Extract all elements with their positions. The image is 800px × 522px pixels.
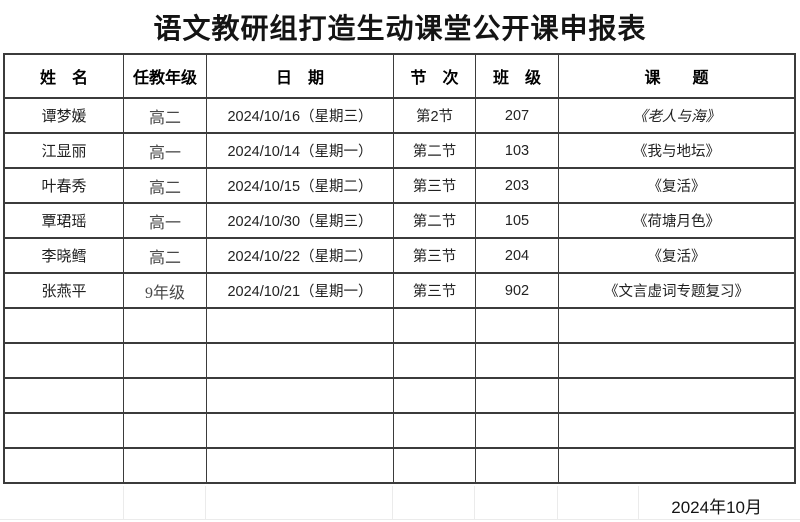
- empty-row: [5, 344, 794, 379]
- faint-gridline: [0, 519, 800, 520]
- cell-date: 2024/10/16（星期三）: [207, 99, 394, 132]
- cell-date: 2024/10/21（星期一）: [207, 274, 394, 307]
- table-row: 覃珺瑶 高一 2024/10/30（星期三） 第二节 105 《荷塘月色》: [5, 204, 794, 239]
- cell-class: 204: [476, 239, 559, 272]
- cell-name: 张燕平: [5, 274, 124, 307]
- table-row: 谭梦媛 高二 2024/10/16（星期三） 第2节 207 《老人与海》: [5, 99, 794, 134]
- table-row: 叶春秀 高二 2024/10/15（星期二） 第三节 203 《复活》: [5, 169, 794, 204]
- empty-cell: [5, 379, 124, 412]
- empty-cell: [559, 414, 794, 447]
- empty-cell: [394, 309, 476, 342]
- empty-cell: [124, 414, 207, 447]
- header-grade: 任教年级: [124, 55, 207, 97]
- header-date: 日 期: [207, 55, 394, 97]
- cell-period: 第三节: [394, 169, 476, 202]
- empty-cell: [124, 379, 207, 412]
- cell-period: 第二节: [394, 134, 476, 167]
- empty-cell: [5, 344, 124, 377]
- header-class: 班 级: [476, 55, 559, 97]
- cell-name: 李晓鳕: [5, 239, 124, 272]
- header-row: 姓 名 任教年级 日 期 节 次 班 级 课 题: [5, 55, 794, 99]
- empty-cell: [207, 344, 394, 377]
- faint-gridline: [392, 486, 393, 519]
- cell-class: 105: [476, 204, 559, 237]
- empty-cell: [124, 344, 207, 377]
- faint-gridline: [474, 486, 475, 519]
- cell-grade: 高二: [124, 239, 207, 272]
- cell-name: 叶春秀: [5, 169, 124, 202]
- header-name: 姓 名: [5, 55, 124, 97]
- cell-date: 2024/10/22（星期二）: [207, 239, 394, 272]
- cell-period: 第三节: [394, 239, 476, 272]
- empty-cell: [207, 449, 394, 482]
- cell-class: 203: [476, 169, 559, 202]
- cell-topic: 《复活》: [647, 249, 706, 265]
- faint-gridline: [557, 486, 558, 519]
- cell-topic: 《复活》: [647, 179, 706, 195]
- header-topic: 课 题: [644, 70, 709, 87]
- cell-date: 2024/10/14（星期一）: [207, 134, 394, 167]
- empty-cell: [5, 309, 124, 342]
- cell-period: 第三节: [394, 274, 476, 307]
- application-table: 姓 名 任教年级 日 期 节 次 班 级 课 题 谭梦媛 高二 2024/10/…: [3, 53, 796, 484]
- cell-date: 2024/10/30（星期三）: [207, 204, 394, 237]
- empty-cell: [124, 449, 207, 482]
- cell-topic: 《荷塘月色》: [633, 214, 720, 230]
- cell-topic: 《文言虚词专题复习》: [604, 284, 749, 300]
- empty-cell: [559, 344, 794, 377]
- faint-gridline: [205, 486, 206, 519]
- empty-row: [5, 414, 794, 449]
- cell-date: 2024/10/15（星期二）: [207, 169, 394, 202]
- empty-cell: [5, 414, 124, 447]
- empty-cell: [559, 379, 794, 412]
- empty-cell: [5, 449, 124, 482]
- empty-cell: [394, 414, 476, 447]
- empty-cell: [476, 309, 559, 342]
- empty-cell: [476, 449, 559, 482]
- table-row: 江显丽 高一 2024/10/14（星期一） 第二节 103 《我与地坛》: [5, 134, 794, 169]
- empty-cell: [394, 449, 476, 482]
- cell-name: 覃珺瑶: [5, 204, 124, 237]
- cell-name: 江显丽: [5, 134, 124, 167]
- empty-cell: [207, 379, 394, 412]
- cell-grade: 高一: [124, 134, 207, 167]
- cell-grade: 高二: [124, 169, 207, 202]
- empty-cell: [207, 414, 394, 447]
- cell-period: 第2节: [394, 99, 476, 132]
- empty-cell: [207, 309, 394, 342]
- cell-topic: 《我与地坛》: [633, 144, 720, 160]
- cell-period: 第二节: [394, 204, 476, 237]
- cell-topic: 《老人与海》: [633, 109, 720, 125]
- empty-row: [5, 379, 794, 414]
- empty-cell: [476, 344, 559, 377]
- cell-class: 103: [476, 134, 559, 167]
- table-row: 张燕平 9年级 2024/10/21（星期一） 第三节 902 《文言虚词专题复…: [5, 274, 794, 309]
- faint-gridline: [638, 486, 639, 519]
- cell-name: 谭梦媛: [5, 99, 124, 132]
- page-title: 语文教研组打造生动课堂公开课申报表: [153, 14, 647, 45]
- empty-cell: [559, 449, 794, 482]
- header-period: 节 次: [394, 55, 476, 97]
- empty-cell: [124, 309, 207, 342]
- empty-row: [5, 309, 794, 344]
- empty-cell: [394, 344, 476, 377]
- cell-grade: 9年级: [124, 274, 207, 307]
- table-row: 李晓鳕 高二 2024/10/22（星期二） 第三节 204 《复活》: [5, 239, 794, 274]
- empty-cell: [476, 414, 559, 447]
- cell-grade: 高二: [124, 99, 207, 132]
- cell-class: 207: [476, 99, 559, 132]
- faint-gridline: [123, 486, 124, 519]
- empty-cell: [394, 379, 476, 412]
- cell-class: 902: [476, 274, 559, 307]
- empty-cell: [559, 309, 794, 342]
- cell-grade: 高一: [124, 204, 207, 237]
- footer-date: 2024年10月: [671, 498, 762, 517]
- empty-row: [5, 449, 794, 482]
- empty-cell: [476, 379, 559, 412]
